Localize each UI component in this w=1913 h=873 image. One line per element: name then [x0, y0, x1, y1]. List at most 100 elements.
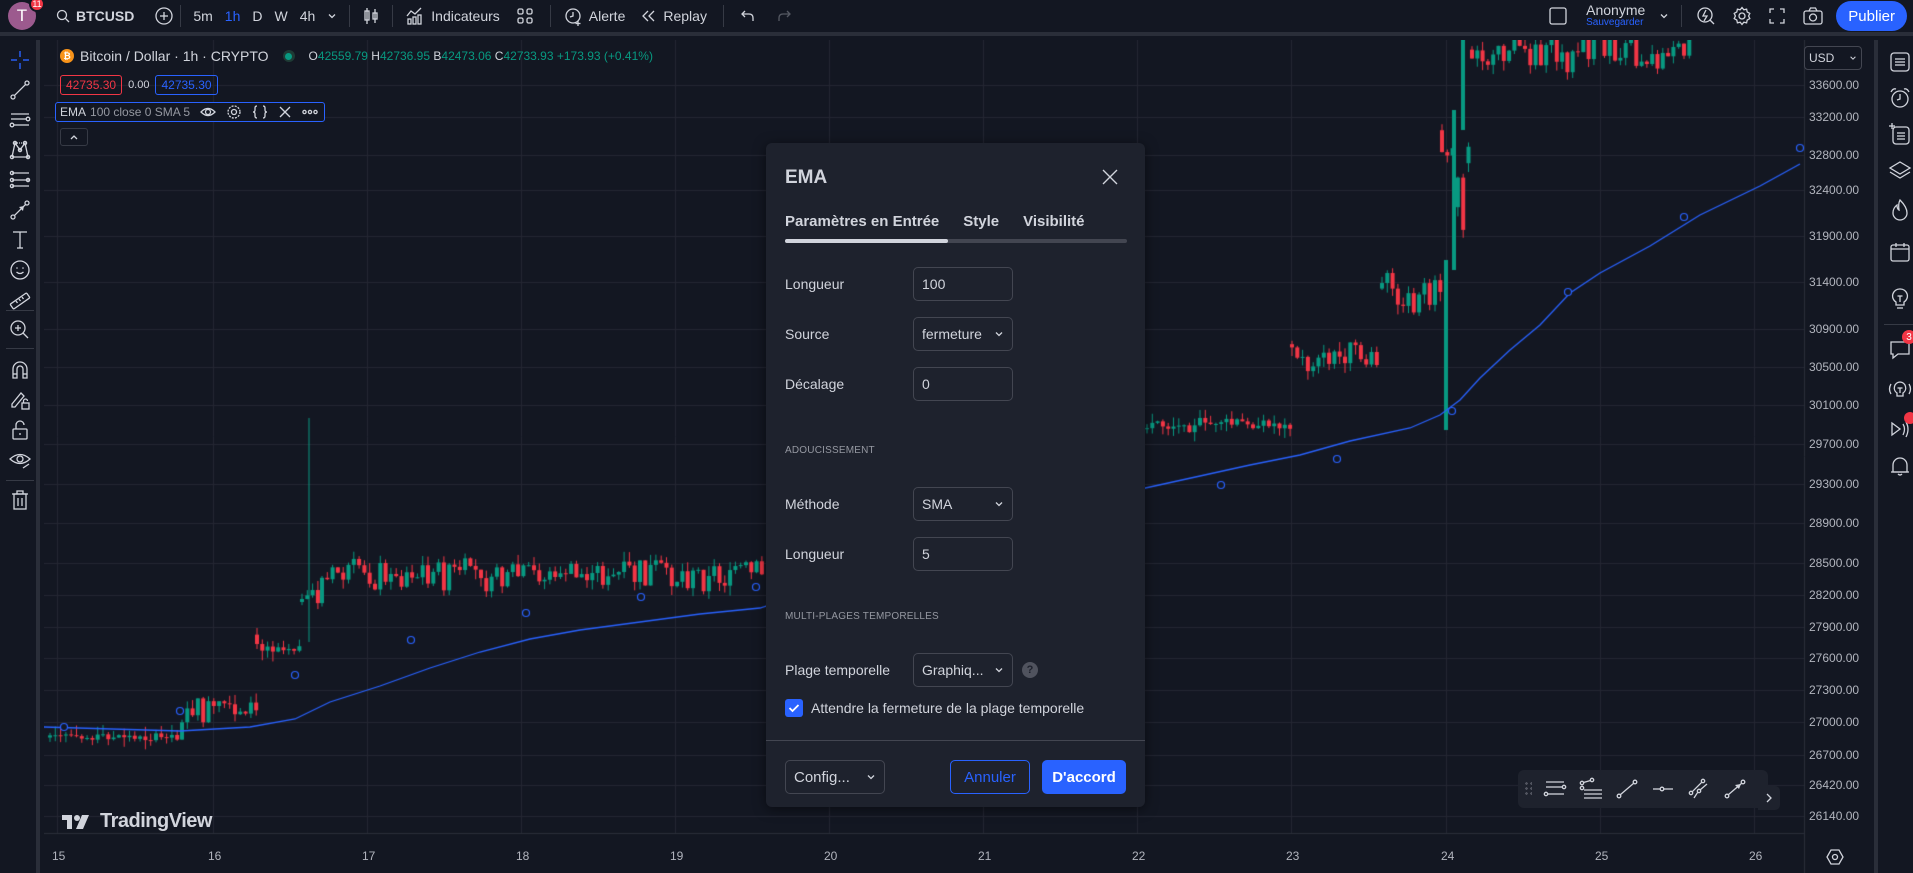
- trend-line-tool[interactable]: [6, 76, 34, 104]
- replay-button[interactable]: Replay: [631, 0, 717, 32]
- screenshot-button[interactable]: [1794, 0, 1832, 32]
- method-select[interactable]: SMA: [913, 487, 1013, 521]
- alert-button[interactable]: Alerte: [557, 0, 632, 32]
- magnet-tool[interactable]: [6, 356, 34, 384]
- wait-close-label[interactable]: Attendre la fermeture de la plage tempor…: [811, 700, 1085, 716]
- ok-button[interactable]: D'accord: [1042, 760, 1126, 794]
- emoji-tool[interactable]: [6, 256, 34, 284]
- watchlist-button[interactable]: [1886, 48, 1913, 76]
- currency-selector[interactable]: USD: [1804, 46, 1862, 70]
- timeframe-1h[interactable]: 1h: [224, 8, 241, 24]
- timeframe-D[interactable]: D: [252, 8, 263, 24]
- measure-tool[interactable]: [6, 287, 34, 315]
- sell-button[interactable]: 42735.30: [60, 75, 123, 95]
- more-icon[interactable]: [302, 109, 318, 115]
- collapse-legend-button[interactable]: [60, 128, 88, 146]
- fib-tool[interactable]: [6, 166, 34, 194]
- streams-button[interactable]: [1886, 376, 1913, 404]
- trend-line-icon[interactable]: [1614, 777, 1640, 801]
- publish-button[interactable]: Publier: [1836, 1, 1907, 31]
- undo-button[interactable]: [730, 0, 766, 32]
- chart-settings-button[interactable]: [1826, 848, 1844, 866]
- settings-button[interactable]: [1724, 0, 1760, 32]
- floating-toolbar-expand[interactable]: [1758, 786, 1780, 810]
- length-input-field[interactable]: [922, 276, 1002, 292]
- arrow-icon[interactable]: [1722, 777, 1748, 801]
- pattern-tool[interactable]: [6, 136, 34, 164]
- lock-all-tool[interactable]: [6, 416, 34, 444]
- zoom-tool[interactable]: [6, 316, 34, 344]
- indicators-button[interactable]: Indicateurs: [399, 0, 505, 32]
- source-select[interactable]: fermeture: [913, 317, 1013, 351]
- close-dialog-button[interactable]: [1100, 167, 1120, 187]
- ideas-button[interactable]: [1886, 284, 1913, 312]
- help-icon[interactable]: ?: [1022, 662, 1038, 678]
- source-code-icon[interactable]: [252, 104, 268, 120]
- save-label[interactable]: Sauvegarder: [1586, 17, 1644, 28]
- add-watchlist-button[interactable]: [1886, 120, 1913, 148]
- magnet-icon: [12, 361, 28, 379]
- timeframe-W[interactable]: W: [274, 8, 288, 24]
- divider: [392, 5, 394, 27]
- length-input[interactable]: [913, 267, 1013, 301]
- timeframe-dropdown[interactable]: [321, 0, 343, 32]
- avatar[interactable]: T 11: [8, 0, 45, 30]
- offset-input[interactable]: [913, 367, 1013, 401]
- compare-symbol-button[interactable]: [154, 0, 174, 32]
- user-menu[interactable]: Anonyme Sauvegarder: [1580, 0, 1675, 32]
- gear-icon[interactable]: [226, 104, 242, 120]
- redo-button[interactable]: [766, 0, 802, 32]
- layout-toggle-button[interactable]: [1536, 0, 1580, 32]
- horizontal-lines-icon[interactable]: [1542, 777, 1568, 801]
- tab-visibility[interactable]: Visibilité: [1023, 213, 1085, 230]
- fullscreen-icon: [1769, 8, 1785, 24]
- lock-drawings-tool[interactable]: [6, 386, 34, 414]
- symbol-title[interactable]: Bitcoin / Dollar · 1h · CRYPTO: [80, 48, 269, 64]
- crosshair-tool[interactable]: [6, 46, 34, 74]
- smoothing-length-input-field[interactable]: [922, 546, 1002, 562]
- horizontal-ray-icon[interactable]: [1650, 777, 1676, 801]
- timeframe-4h[interactable]: 4h: [299, 8, 316, 24]
- parallel-channel-icon[interactable]: [1686, 777, 1712, 801]
- notifications-button[interactable]: [1886, 452, 1913, 480]
- tab-inputs[interactable]: Paramètres en Entrée: [785, 213, 940, 230]
- price-label: 29700.00: [1809, 437, 1860, 451]
- quick-search-button[interactable]: [1688, 0, 1724, 32]
- symbol-search[interactable]: BTCUSD: [56, 0, 134, 32]
- text-tool[interactable]: [6, 226, 34, 254]
- divider: [349, 5, 351, 27]
- fullscreen-button[interactable]: [1760, 0, 1794, 32]
- arrow-tool[interactable]: [6, 196, 34, 224]
- hide-drawings-tool[interactable]: [6, 446, 34, 474]
- chart-type-button[interactable]: [356, 0, 386, 32]
- indicator-legend-ema[interactable]: EMA 100 close 0 SMA 5: [55, 102, 326, 122]
- redo-icon: [778, 10, 791, 21]
- remove-drawings-tool[interactable]: [6, 486, 34, 514]
- layouts-button[interactable]: [506, 0, 544, 32]
- alerts-button[interactable]: [1886, 84, 1913, 112]
- smoothing-length-input[interactable]: [913, 537, 1013, 571]
- eye-icon[interactable]: [200, 104, 216, 120]
- timeframe-5m[interactable]: 5m: [193, 8, 213, 24]
- smoothing-length-label: Longueur: [785, 546, 845, 562]
- notification-badge: 11: [29, 0, 45, 12]
- close-icon[interactable]: [278, 105, 292, 119]
- timeframe-select[interactable]: Graphiq...: [913, 653, 1013, 687]
- chats-button[interactable]: 3: [1886, 330, 1913, 364]
- config-dropdown[interactable]: Config...: [785, 760, 885, 794]
- buy-button[interactable]: 42735.30: [155, 75, 218, 95]
- ruler-icon: [9, 292, 31, 310]
- hotlists-button[interactable]: [1886, 196, 1913, 224]
- drag-handle[interactable]: [1524, 781, 1532, 797]
- trash-icon: [12, 490, 28, 510]
- calendar-button[interactable]: [1886, 238, 1913, 266]
- replay-trading-button[interactable]: [1886, 412, 1913, 444]
- parallel-lines-icon: [9, 113, 31, 128]
- horizontal-lines-tool[interactable]: [6, 106, 34, 134]
- offset-input-field[interactable]: [922, 376, 1002, 392]
- object-tree-button[interactable]: [1886, 156, 1913, 184]
- wait-close-checkbox[interactable]: [785, 699, 803, 717]
- pitchfork-icon[interactable]: [1578, 777, 1604, 801]
- cancel-button[interactable]: Annuler: [950, 760, 1030, 794]
- tab-style[interactable]: Style: [963, 213, 1000, 230]
